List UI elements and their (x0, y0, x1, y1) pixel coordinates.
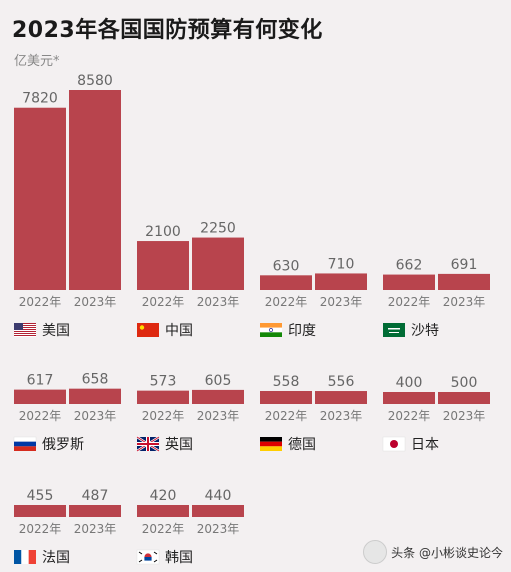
in-flag-icon (260, 323, 282, 337)
value-label: 8580 (77, 73, 113, 89)
bar-英国-2022年 (137, 390, 189, 404)
country-label: 俄罗斯 (42, 437, 84, 453)
bar-沙特-2023年 (438, 273, 490, 290)
value-label: 691 (451, 257, 478, 273)
value-label: 558 (273, 374, 300, 390)
de-flag-icon (260, 437, 282, 451)
country-label: 法国 (42, 550, 70, 566)
jp-flag-icon (382, 436, 406, 452)
bar-韩国-2023年 (192, 505, 244, 517)
bar-德国-2023年 (315, 391, 367, 404)
unit-label: 亿美元* (14, 54, 60, 69)
bar-俄罗斯-2023年 (69, 388, 121, 404)
bar-中国-2023年 (192, 237, 244, 290)
uk-flag-icon (136, 435, 160, 453)
value-label: 617 (27, 373, 54, 389)
year-label: 2023年 (74, 522, 117, 536)
year-label: 2023年 (320, 409, 363, 423)
value-label: 2250 (200, 221, 236, 237)
value-label: 630 (273, 258, 300, 274)
bar-英国-2023年 (192, 389, 244, 404)
value-label: 487 (82, 488, 109, 504)
year-label: 2023年 (74, 409, 117, 423)
watermark-text: 头条 @小彬谈史论今 (391, 545, 503, 560)
value-label: 7820 (22, 91, 58, 107)
country-label: 德国 (288, 437, 316, 453)
country-label: 中国 (165, 323, 193, 339)
bar-法国-2023年 (69, 505, 121, 517)
avatar-icon (363, 540, 388, 564)
country-label: 美国 (42, 323, 70, 339)
value-label: 2100 (145, 224, 181, 240)
value-label: 573 (150, 374, 177, 390)
sa-flag-icon (383, 323, 405, 337)
year-label: 2023年 (197, 522, 240, 536)
year-label: 2023年 (197, 409, 240, 423)
bar-印度-2023年 (315, 273, 367, 290)
bar-中国-2022年 (137, 241, 189, 290)
bar-日本-2023年 (438, 392, 490, 404)
bar-德国-2022年 (260, 390, 312, 404)
value-label: 420 (150, 488, 177, 504)
us-flag-icon (14, 323, 36, 337)
bar-美国-2023年 (69, 90, 121, 290)
bar-俄罗斯-2022年 (14, 389, 66, 404)
fr-flag-icon (14, 550, 36, 564)
country-label: 日本 (411, 437, 439, 453)
bar-美国-2022年 (14, 107, 66, 291)
value-label: 440 (205, 488, 232, 504)
kr-flag-icon (136, 549, 160, 565)
ru-flag-icon (13, 436, 37, 451)
value-label: 500 (451, 375, 478, 391)
watermark: 头条 @小彬谈史论今 (363, 540, 503, 564)
year-label: 2022年 (265, 295, 308, 309)
value-label: 556 (328, 374, 355, 390)
value-label: 662 (396, 258, 423, 274)
bar-沙特-2022年 (383, 274, 435, 290)
year-label: 2023年 (197, 295, 240, 309)
chart-title: 2023年各国国防预算有何变化 (12, 18, 323, 43)
year-label: 2022年 (142, 295, 185, 309)
country-label: 英国 (165, 436, 193, 453)
year-label: 2022年 (19, 409, 62, 423)
bar-印度-2022年 (260, 275, 312, 290)
value-label: 658 (82, 372, 109, 388)
year-label: 2022年 (265, 409, 308, 423)
bar-日本-2022年 (383, 392, 435, 404)
country-label: 印度 (288, 323, 316, 339)
country-label: 沙特 (411, 323, 439, 339)
value-label: 455 (27, 488, 54, 504)
bar-法国-2022年 (14, 505, 66, 517)
value-label: 605 (205, 373, 232, 389)
year-label: 2023年 (320, 295, 363, 309)
year-label: 2022年 (19, 522, 62, 536)
year-label: 2023年 (443, 295, 486, 309)
cn-flag-icon (137, 323, 159, 337)
year-label: 2022年 (19, 295, 62, 309)
bar-韩国-2022年 (137, 505, 189, 517)
year-label: 2022年 (142, 522, 185, 536)
country-label: 韩国 (165, 550, 193, 566)
value-label: 400 (396, 375, 423, 391)
year-label: 2023年 (74, 295, 117, 309)
year-label: 2022年 (388, 295, 431, 309)
value-label: 710 (328, 256, 355, 272)
year-label: 2023年 (443, 409, 486, 423)
year-label: 2022年 (388, 409, 431, 423)
year-label: 2022年 (142, 409, 185, 423)
